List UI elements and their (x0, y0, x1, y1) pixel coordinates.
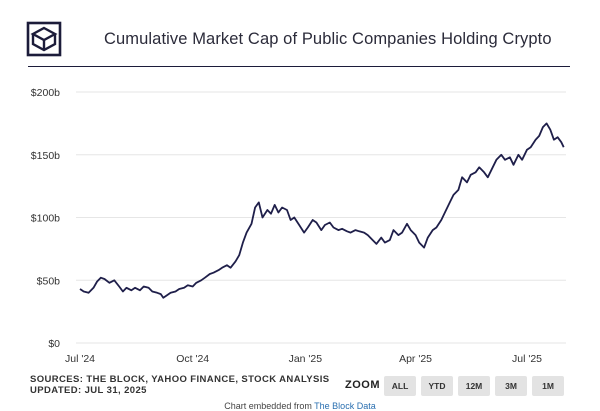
chart-header: Cumulative Market Cap of Public Companie… (0, 0, 600, 66)
zoom-12m-button[interactable]: 12M (458, 376, 490, 396)
y-tick-label: $50b (37, 275, 61, 287)
y-tick-label: $200b (31, 87, 60, 99)
x-tick-label: Jul '24 (65, 353, 95, 365)
zoom-3m-button[interactable]: 3M (495, 376, 527, 396)
header-divider (28, 66, 570, 67)
sources-text: SOURCES: THE BLOCK, YAHOO FINANCE, STOCK… (30, 374, 330, 385)
y-tick-label: $100b (31, 213, 60, 225)
embed-credit: Chart embedded from The Block Data (0, 401, 600, 411)
embed-link[interactable]: The Block Data (314, 401, 376, 411)
y-tick-label: $150b (31, 150, 60, 162)
x-tick-label: Jan '25 (289, 353, 323, 365)
source-note: SOURCES: THE BLOCK, YAHOO FINANCE, STOCK… (30, 374, 330, 396)
grid-lines (76, 91, 566, 344)
series-line (79, 122, 565, 299)
embed-prefix: Chart embedded from (224, 401, 312, 411)
line-chart: $0 $50b $100b $150b $200b Jul '24 Oct '24 Jan … (31, 87, 566, 365)
x-axis: Jul '24 Oct '24 Jan '25 Apr '25 Jul '25 (65, 353, 542, 365)
y-tick-label: $0 (48, 338, 60, 350)
updated-text: UPDATED: JUL 31, 2025 (30, 385, 147, 396)
y-axis: $0 $50b $100b $150b $200b (31, 87, 60, 350)
x-tick-label: Oct '24 (176, 353, 209, 365)
x-tick-label: Apr '25 (399, 353, 432, 365)
the-block-logo-icon (26, 21, 62, 57)
series-layer (79, 122, 565, 299)
zoom-all-button[interactable]: ALL (384, 376, 416, 396)
zoom-ytd-button[interactable]: YTD (421, 376, 453, 396)
chart-title: Cumulative Market Cap of Public Companie… (104, 30, 552, 48)
zoom-1m-button[interactable]: 1M (532, 376, 564, 396)
x-tick-label: Jul '25 (512, 353, 542, 365)
zoom-label: ZOOM (345, 379, 380, 391)
